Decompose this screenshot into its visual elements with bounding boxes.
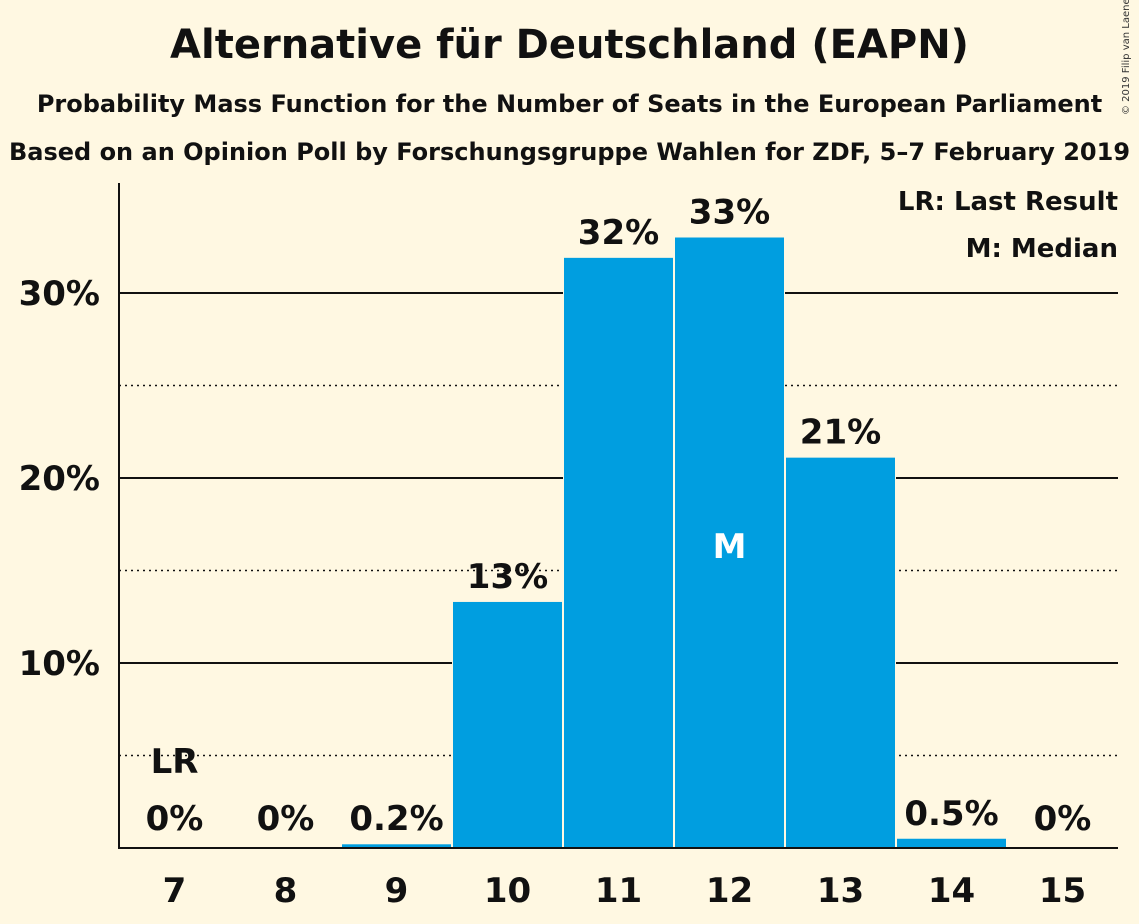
data-label: 21% <box>800 413 881 453</box>
data-label: 13% <box>467 557 548 597</box>
last-result-marker: LR <box>151 742 199 782</box>
x-tick-label: 12 <box>706 871 753 911</box>
chart-title: Alternative für Deutschland (EAPN) <box>170 22 969 68</box>
chart-source: Based on an Opinion Poll by Forschungsgr… <box>8 138 1131 166</box>
median-marker: M <box>713 527 747 567</box>
data-label: 0% <box>257 799 315 839</box>
x-tick-label: 14 <box>928 871 975 911</box>
x-tick-label: 8 <box>274 871 298 911</box>
y-tick-label: 20% <box>19 459 100 499</box>
data-label: 0% <box>146 799 204 839</box>
legend-entry: LR: Last Result <box>898 187 1118 217</box>
data-label: 0% <box>1034 799 1092 839</box>
y-tick-label: 30% <box>19 274 100 314</box>
data-label: 32% <box>578 213 659 253</box>
bar <box>897 838 1006 848</box>
data-label: 33% <box>689 193 770 233</box>
x-tick-label: 9 <box>385 871 409 911</box>
x-tick-label: 7 <box>163 871 187 911</box>
bar <box>342 844 451 848</box>
x-tick-label: 11 <box>595 871 642 911</box>
bar <box>453 601 562 848</box>
x-tick-label: 13 <box>817 871 864 911</box>
bar <box>564 257 673 849</box>
x-tick-label: 15 <box>1039 871 1086 911</box>
bar <box>786 457 895 848</box>
y-tick-label: 10% <box>19 644 100 684</box>
bar <box>675 237 784 848</box>
data-label: 0.2% <box>349 799 443 839</box>
data-label: 0.5% <box>904 794 998 834</box>
legend-entry: M: Median <box>966 234 1118 264</box>
x-tick-label: 10 <box>484 871 531 911</box>
chart-subtitle: Probability Mass Function for the Number… <box>36 90 1103 118</box>
